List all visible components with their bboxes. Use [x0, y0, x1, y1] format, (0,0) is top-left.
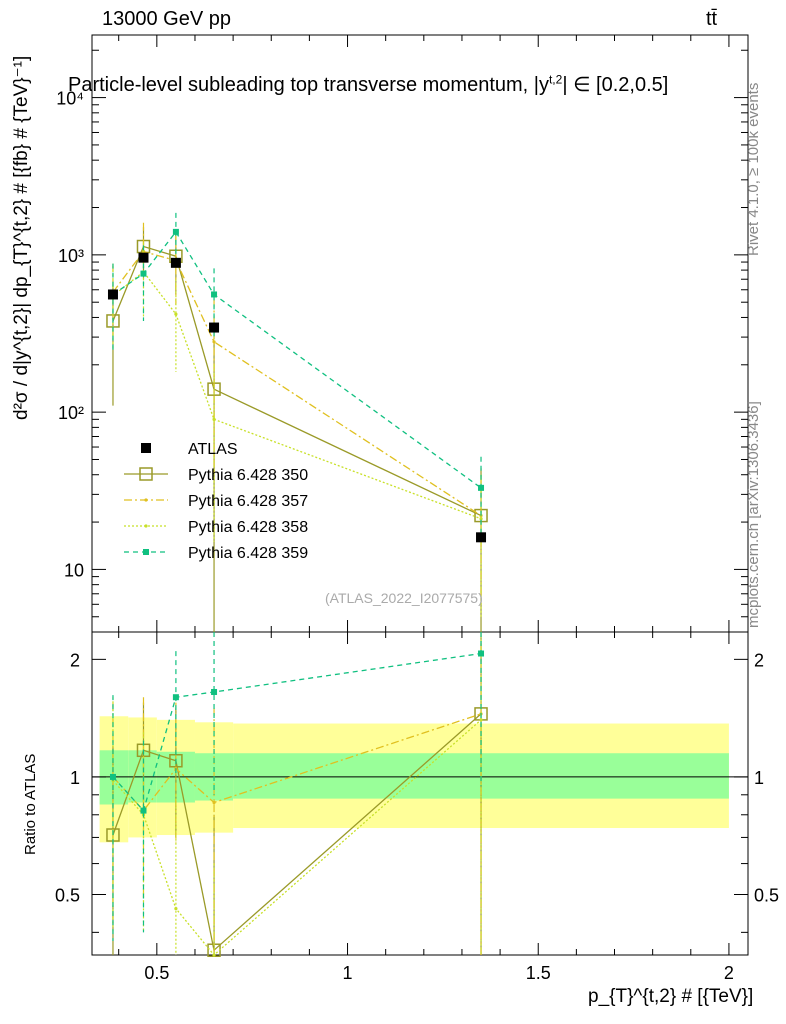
ratio-band-inner	[128, 750, 157, 803]
ratio-y-tick-label: 0.5	[55, 886, 80, 906]
series-357-ratio-point	[212, 800, 216, 805]
x-tick-label: 2	[724, 963, 734, 983]
series-group	[106, 212, 488, 957]
series-359-main-point	[478, 484, 485, 491]
series-359-ratio-point	[478, 650, 485, 657]
legend-marker-1	[144, 498, 148, 502]
main-plot-frame	[91, 34, 749, 633]
series-359-main-line	[112, 230, 482, 489]
main-y-tick-label: 10	[64, 560, 84, 580]
legend-marker-2	[144, 524, 148, 528]
legend: ATLAS Pythia 6.428 350 Pythia 6.428 357 Pyt…	[124, 441, 308, 562]
series-359-ratio-point	[211, 688, 218, 695]
process-label: tt̄	[706, 8, 718, 30]
series-358-main-point	[174, 312, 178, 316]
plot-title-main: Particle-level subleading top transverse…	[68, 74, 549, 96]
y-axis-label-main: d²σ / d|y^{t,2}| dp_{T}^{t,2} # [{fb} # …	[11, 55, 32, 420]
plot-title: Particle-level subleading top transverse…	[68, 72, 668, 97]
x-axis-label: p_{T}^{t,2} # [{TeV}]	[588, 986, 754, 1007]
series-357-main-point	[212, 340, 216, 344]
main-y-tick-label: 10²	[58, 403, 84, 423]
energy-label: 13000 GeV pp	[102, 8, 231, 30]
series-358-ratio-point	[174, 907, 178, 911]
series-358-ratio-point	[212, 953, 216, 957]
atlas-data-point	[107, 289, 118, 300]
legend-label-2: Pythia 6.428 358	[188, 519, 308, 536]
legend-marker-0	[139, 467, 153, 481]
legend-label-0: Pythia 6.428 350	[188, 467, 308, 484]
x-tick-label: 1	[343, 963, 353, 983]
x-tick-label: 1.5	[526, 963, 551, 983]
rivet-label: Rivet 4.1.0, ≥ 100k events	[745, 82, 762, 256]
plot-title-sup: t,2	[548, 72, 563, 87]
ratio-y-tick-label-right: 0.5	[754, 886, 779, 906]
atlas-data-point	[476, 532, 487, 543]
series-359-ratio-point	[109, 773, 116, 780]
series-358-ratio-point	[479, 718, 483, 722]
main-y-tick-label: 10⁴	[56, 89, 84, 109]
legend-label-1: Pythia 6.428 357	[188, 493, 308, 510]
legend-label-atlas: ATLAS	[188, 441, 238, 458]
ratio-y-tick-label: 1	[70, 768, 80, 788]
ratio-y-tick-label-right: 2	[754, 650, 764, 670]
legend-marker-atlas	[141, 443, 151, 453]
axes-frames: 0.5 1 1.5 2 10 10² 10³ 10⁴ 0.5 0.5 1 1 2 2	[55, 34, 779, 983]
atlas-data-point	[170, 257, 181, 268]
x-tick-label: 0.5	[144, 963, 169, 983]
ratio-uncertainty-bands	[99, 716, 729, 843]
atlas-data-point	[138, 252, 149, 263]
series-359-main-point	[211, 291, 218, 298]
series-359-ratio-point	[172, 694, 179, 701]
atlas-data-point	[209, 322, 220, 333]
plot-title-tail: | ∈ [0.2,0.5]	[562, 74, 669, 96]
ratio-y-tick-label: 2	[70, 650, 80, 670]
ratio-plot-frame	[91, 631, 749, 956]
legend-marker-3	[143, 549, 149, 555]
series-359-main-point	[172, 228, 179, 235]
main-y-tick-label: 10³	[58, 246, 84, 266]
series-358-main-point	[212, 417, 216, 421]
y-axis-label-ratio: Ratio to ATLAS	[22, 753, 39, 855]
ratio-y-tick-label-right: 1	[754, 768, 764, 788]
analysis-watermark: (ATLAS_2022_I2077575)	[325, 590, 483, 606]
series-359-ratio-point	[140, 807, 147, 814]
series-359-main-point	[140, 270, 147, 277]
mcplots-label: mcplots.cern.ch [arXiv:1306.3436]	[745, 401, 762, 628]
series-358-main-point	[479, 517, 483, 521]
legend-label-3: Pythia 6.428 359	[188, 545, 308, 562]
